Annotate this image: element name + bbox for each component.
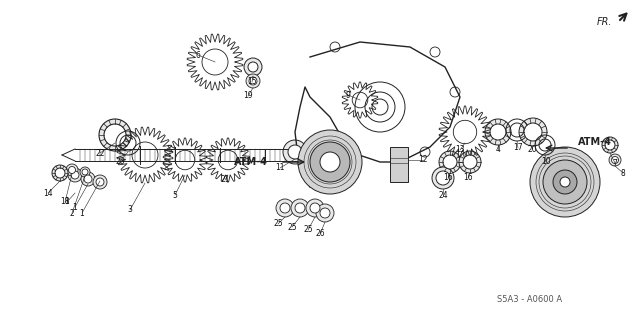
Circle shape xyxy=(280,203,290,213)
Circle shape xyxy=(602,137,618,153)
Text: 12: 12 xyxy=(419,155,428,165)
Text: ATM-4: ATM-4 xyxy=(578,137,612,147)
Text: 19: 19 xyxy=(243,92,253,100)
Circle shape xyxy=(310,142,350,182)
Text: 13: 13 xyxy=(455,145,465,154)
Text: 1: 1 xyxy=(72,203,77,211)
Text: 23: 23 xyxy=(115,157,125,166)
Circle shape xyxy=(93,175,107,189)
Text: FR.: FR. xyxy=(596,17,612,27)
Text: 10: 10 xyxy=(541,158,551,167)
Circle shape xyxy=(432,167,454,189)
Circle shape xyxy=(80,167,90,177)
Circle shape xyxy=(530,147,600,217)
Circle shape xyxy=(84,175,92,183)
Circle shape xyxy=(66,164,78,176)
Circle shape xyxy=(295,203,305,213)
Text: 24: 24 xyxy=(438,191,448,201)
Circle shape xyxy=(248,62,258,72)
Circle shape xyxy=(459,151,481,173)
Circle shape xyxy=(463,155,477,169)
Text: 11: 11 xyxy=(275,164,285,173)
Circle shape xyxy=(485,119,511,145)
Circle shape xyxy=(276,199,294,217)
Circle shape xyxy=(68,168,82,182)
Text: 16: 16 xyxy=(443,174,453,182)
Circle shape xyxy=(55,168,65,178)
Circle shape xyxy=(543,160,587,204)
Text: 22: 22 xyxy=(95,149,105,158)
Circle shape xyxy=(82,169,88,175)
Text: 26: 26 xyxy=(315,229,325,239)
Circle shape xyxy=(316,204,334,222)
Circle shape xyxy=(553,170,577,194)
Circle shape xyxy=(71,171,79,179)
Text: 25: 25 xyxy=(287,222,297,232)
Text: 18: 18 xyxy=(60,197,70,206)
Circle shape xyxy=(81,172,95,186)
Circle shape xyxy=(306,199,324,217)
Circle shape xyxy=(283,140,307,164)
Text: 14: 14 xyxy=(43,189,53,197)
Text: 8: 8 xyxy=(621,168,625,177)
Text: 15: 15 xyxy=(247,78,257,86)
Circle shape xyxy=(249,77,257,85)
Circle shape xyxy=(96,178,104,186)
Circle shape xyxy=(560,177,570,187)
Circle shape xyxy=(291,199,309,217)
Circle shape xyxy=(611,157,618,164)
Circle shape xyxy=(298,130,362,194)
Circle shape xyxy=(524,123,542,141)
Circle shape xyxy=(320,152,340,172)
Text: 7: 7 xyxy=(612,159,618,167)
Text: 9: 9 xyxy=(346,91,351,100)
Text: 20: 20 xyxy=(527,145,537,154)
Circle shape xyxy=(320,208,330,218)
Circle shape xyxy=(605,140,615,150)
Text: 25: 25 xyxy=(273,219,283,228)
Circle shape xyxy=(244,58,262,76)
Circle shape xyxy=(288,145,302,159)
Bar xyxy=(390,147,408,182)
Text: 2: 2 xyxy=(70,209,74,218)
Text: 3: 3 xyxy=(127,205,132,214)
Circle shape xyxy=(439,151,461,173)
Circle shape xyxy=(519,118,547,146)
Circle shape xyxy=(99,119,131,151)
Text: 17: 17 xyxy=(513,144,523,152)
Circle shape xyxy=(104,124,126,146)
Circle shape xyxy=(52,165,68,181)
Text: 5: 5 xyxy=(173,190,177,199)
Text: ATM-4: ATM-4 xyxy=(234,157,268,167)
Text: 1: 1 xyxy=(79,209,84,218)
Text: 6: 6 xyxy=(196,50,200,60)
Circle shape xyxy=(68,167,76,174)
Circle shape xyxy=(490,124,506,140)
Text: 25: 25 xyxy=(303,226,313,234)
Circle shape xyxy=(246,74,260,88)
Circle shape xyxy=(310,203,320,213)
Text: 4: 4 xyxy=(495,145,500,154)
Text: 1: 1 xyxy=(65,197,69,206)
Text: 21: 21 xyxy=(220,175,230,184)
Circle shape xyxy=(443,155,457,169)
Text: S5A3 - A0600 A: S5A3 - A0600 A xyxy=(497,295,563,305)
Circle shape xyxy=(436,171,450,185)
Text: 16: 16 xyxy=(463,174,473,182)
Circle shape xyxy=(609,154,621,166)
